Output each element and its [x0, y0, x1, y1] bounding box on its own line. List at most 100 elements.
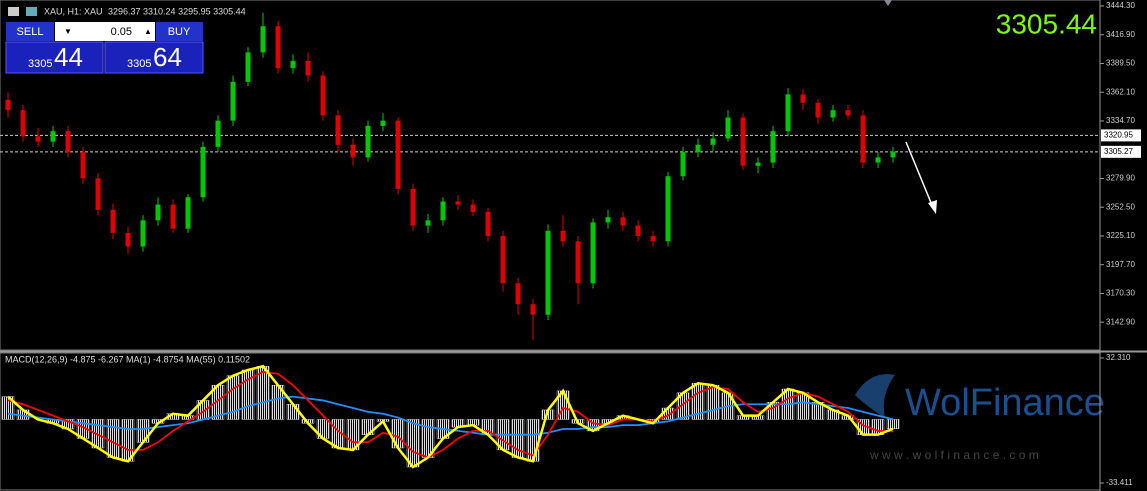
- trade-panel: SELL ▼ ▲ 0.05 BUY 3305 44 3305 64: [5, 22, 204, 74]
- candle-body: [365, 125, 371, 158]
- candle-body: [740, 117, 746, 166]
- candle-body: [470, 204, 476, 212]
- histogram-bar: [391, 419, 405, 449]
- signal-line: [7, 370, 894, 459]
- candle-body: [650, 236, 656, 242]
- level-box: [1101, 145, 1141, 158]
- y-tick-label: 3416.90: [1106, 30, 1135, 39]
- candle-body: [80, 152, 86, 179]
- candle-body: [500, 236, 506, 284]
- candle-body: [875, 157, 881, 163]
- candle-body: [305, 60, 311, 76]
- candle-body: [380, 120, 386, 126]
- y-tick-label: 3334.70: [1106, 116, 1135, 125]
- macd-title: MACD(12,26,9) -4.875 -6.267 MA(1) -4.875…: [5, 354, 250, 364]
- candle-body: [230, 81, 236, 121]
- macd-line: [7, 364, 894, 469]
- candle-body: [605, 217, 611, 223]
- icon: [26, 7, 37, 16]
- y-tick-label: 3142.90: [1106, 317, 1135, 326]
- sell-price-small: 44: [54, 42, 83, 72]
- candle-body: [695, 144, 701, 153]
- candle-body: [20, 110, 26, 137]
- candle-body: [755, 162, 761, 166]
- candle-body: [35, 136, 41, 142]
- buy-price-box[interactable]: [104, 41, 204, 74]
- candle-body: [845, 110, 851, 116]
- y-tick-label: 3279.90: [1106, 174, 1135, 183]
- candle-body: [95, 178, 101, 210]
- candle-body: [170, 204, 176, 229]
- sell-label: SELL: [17, 26, 44, 38]
- candle-body: [575, 241, 581, 284]
- y-tick-label: 3252.50: [1106, 202, 1135, 211]
- candle-body: [185, 197, 191, 229]
- candle-body: [275, 26, 281, 69]
- candle-body: [515, 283, 521, 305]
- watermark-url: w w w . w o l f i n a n c e . c o m: [869, 448, 1039, 462]
- y2-tick-label: 32.310: [1106, 353, 1131, 362]
- sell-price-big: 3305: [28, 58, 52, 70]
- y-tick-label: 3170.30: [1106, 289, 1135, 298]
- candle-body: [725, 117, 731, 139]
- y2-tick-label: -33.411: [1106, 478, 1133, 487]
- candle-body: [545, 230, 551, 315]
- candle-body: [440, 201, 446, 221]
- candle-body: [785, 94, 791, 132]
- candle-body: [770, 131, 776, 163]
- candle-body: [155, 204, 161, 221]
- y-tick-label: 3225.10: [1106, 231, 1135, 240]
- sell-price-box[interactable]: [5, 41, 104, 74]
- y-tick-label: 3197.70: [1106, 260, 1135, 269]
- logo-icon: [855, 374, 895, 418]
- candle-body: [710, 138, 716, 145]
- sell-button[interactable]: [6, 22, 54, 41]
- candle-body: [125, 232, 131, 247]
- candle-body: [455, 201, 461, 205]
- candle-body: [50, 131, 56, 142]
- candle-body: [620, 217, 626, 226]
- candle-body: [635, 225, 641, 237]
- candle-body: [335, 115, 341, 145]
- histogram-bar: [106, 419, 120, 458]
- lot-up[interactable]: ▲: [144, 27, 152, 36]
- candle-body: [395, 120, 401, 189]
- candle-body: [485, 211, 491, 237]
- last-price: 3305.44: [996, 8, 1097, 39]
- buy-price-big: 3305: [127, 58, 151, 70]
- candle-body: [260, 26, 266, 53]
- histogram-bar: [886, 419, 900, 429]
- candle-body: [425, 220, 431, 226]
- candle-body: [110, 209, 116, 233]
- candle-body: [665, 176, 671, 242]
- watermark-brand: WolFinance: [905, 382, 1105, 424]
- candle-body: [5, 99, 11, 111]
- lot-down[interactable]: ▼: [64, 27, 72, 36]
- candle-body: [530, 304, 536, 315]
- level-label: 3320.95: [1104, 131, 1133, 140]
- symbol: XAU, H1: XAU: [44, 6, 103, 16]
- histogram-bar: [286, 403, 300, 420]
- level-label: 3305.27: [1104, 147, 1133, 156]
- buy-price-small: 64: [153, 42, 182, 72]
- histogram-bar: [706, 384, 720, 420]
- y-tick-label: 3389.50: [1106, 59, 1135, 68]
- candle-body: [560, 230, 566, 242]
- candle-body: [140, 220, 146, 247]
- candle-body: [830, 110, 836, 118]
- candle-body: [680, 152, 686, 177]
- shift-marker: [884, 0, 892, 6]
- icon: [8, 7, 19, 16]
- candle-body: [245, 52, 251, 82]
- candle-body: [890, 151, 896, 158]
- candle-body: [350, 144, 356, 158]
- buy-label: BUY: [168, 26, 191, 38]
- lot-value: 0.05: [111, 26, 132, 38]
- buy-button[interactable]: [156, 22, 203, 41]
- candle-body: [860, 115, 866, 163]
- candle-body: [590, 222, 596, 284]
- lot-input[interactable]: [55, 22, 155, 41]
- level-box: [1101, 129, 1141, 142]
- arrow: [905, 141, 935, 211]
